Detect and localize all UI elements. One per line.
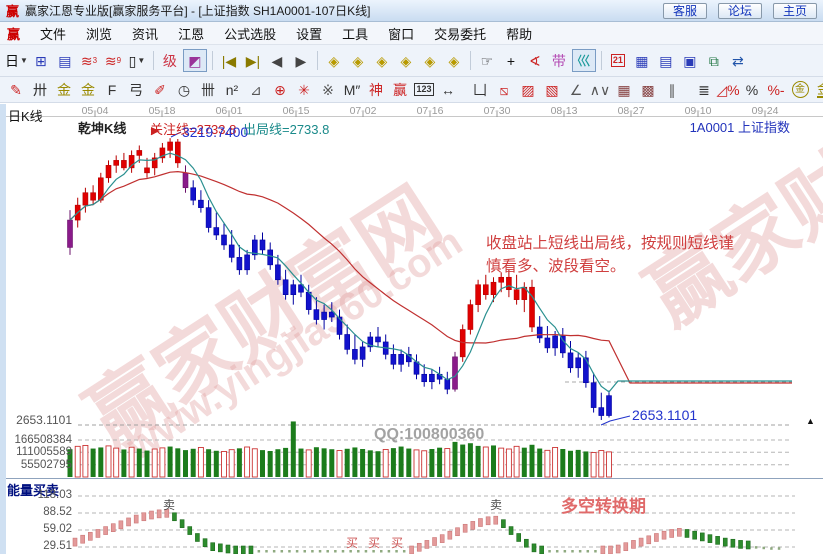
notepad-icon[interactable]: ▤ (659, 52, 673, 69)
menu-logo-icon: 赢 (7, 26, 21, 42)
n-square-icon[interactable]: n² (225, 81, 239, 98)
expand-y-icon[interactable]: ◈ (424, 52, 436, 69)
gold-line-icon[interactable]: 金 (813, 79, 823, 100)
m-top-icon[interactable]: M″ (343, 81, 361, 98)
menu-item-浏览[interactable]: 浏览 (86, 26, 113, 42)
grid-lines-icon[interactable]: 卅 (33, 81, 47, 98)
app-logo-icon: 赢 (6, 4, 20, 19)
time-grid-icon[interactable]: ▩ (641, 81, 655, 98)
title-bar: 赢 赢家江恩专业版[赢家服务平台] - [上证指数 SH1A0001-107日K… (0, 0, 823, 22)
calendar-icon[interactable]: 21 (610, 54, 625, 67)
data-transfer-icon[interactable]: ⇄ (732, 52, 744, 69)
window-title: 赢家江恩专业版[赢家服务平台] - [上证指数 SH1A0001-107日K线] (25, 4, 371, 18)
menu-item-窗口[interactable]: 窗口 (388, 26, 415, 42)
prev-bar-icon[interactable]: ◀ (271, 52, 283, 69)
gold-section-2-icon[interactable]: 金 (81, 81, 95, 98)
shrink-x-icon[interactable]: ◈ (400, 52, 412, 69)
wave-3-icon[interactable]: ≋ 3 (80, 52, 98, 69)
gann-fan-icon[interactable]: ⧅ (499, 81, 509, 98)
gann-grade-icon[interactable]: 级 (162, 52, 177, 69)
zigzag-icon[interactable]: ∧∨ (589, 81, 611, 98)
gann-band-tool-icon[interactable]: 带 (551, 52, 566, 69)
gann-box-icon[interactable]: ▨ (521, 81, 535, 98)
header-button-2[interactable]: 主页 (772, 2, 817, 19)
toolbar-separator (152, 51, 154, 70)
width-measure-icon[interactable]: ↔ (441, 81, 455, 98)
fibonacci-icon[interactable]: F (107, 81, 117, 98)
header-button-0[interactable]: 客服 (662, 2, 707, 19)
trend-angle-icon[interactable]: ∠ (569, 81, 583, 98)
scale-right-icon[interactable]: ◈ (352, 52, 364, 69)
mark-pencil-icon[interactable]: ✐ (154, 81, 166, 98)
price-grid-icon[interactable]: ▦ (617, 81, 631, 98)
expand-x-icon[interactable]: ◈ (376, 52, 388, 69)
ying-tool-icon[interactable]: 赢 (393, 81, 407, 98)
gold-circle-icon[interactable]: 金 (789, 79, 811, 100)
spiral-tool-icon[interactable]: 弓 (129, 81, 143, 98)
menu-item-设置[interactable]: 设置 (296, 26, 323, 42)
chart-region: 赢家财富网 www.yingjia360.com 赢家财富网 QQ:100800… (0, 104, 823, 554)
spider-web-icon[interactable]: ※ (322, 81, 334, 98)
toolbar-separator (316, 51, 318, 70)
hand-tool-icon[interactable]: ☞ (480, 52, 494, 69)
main-chart-icon[interactable]: ◩ (182, 49, 207, 72)
menu-item-帮助[interactable]: 帮助 (506, 26, 533, 42)
menu-item-江恩[interactable]: 江恩 (178, 26, 205, 42)
header-buttons: 客服 论坛 主页 (652, 2, 817, 20)
menu-bar: 赢 文件 浏览 资讯 江恩 公式选股 设置 工具 窗口 交易委托 帮助 (0, 22, 823, 45)
box-measure-icon[interactable]: 凵 (473, 81, 487, 98)
window-tile-icon[interactable]: ⊞ (35, 52, 47, 69)
channel-lines-icon[interactable]: ≣ (698, 81, 710, 98)
toolbar-row-2: ✎ 卅金金 F 弓 ✐ ◷ 卌 n² ⊿ ⊕ ✳ ※ M″ 神赢 123 ↔ 凵 ⧅ ▨ ▧ ∠ ∧∨ ▦ ▩ ∥ ≣ ◿%% %- 金… (0, 77, 823, 103)
percent-retrace-icon[interactable]: ◿% (716, 81, 740, 98)
wave-9-icon[interactable]: ≋ 9 (104, 52, 122, 69)
percent-line-icon[interactable]: %- (767, 81, 785, 98)
candle-style-selector[interactable]: ▯ ▼ (128, 52, 146, 69)
gold-section-icon[interactable]: 金 (57, 81, 71, 98)
menu-item-工具[interactable]: 工具 (342, 26, 369, 42)
calculator-icon[interactable]: ▦ (635, 52, 649, 69)
radial-star-icon[interactable]: ✳ (298, 81, 310, 98)
kline-chart-canvas[interactable] (0, 104, 823, 554)
time-cycle-icon[interactable]: ◷ (177, 81, 191, 98)
header-button-1[interactable]: 论坛 (717, 2, 762, 19)
percent-icon[interactable]: % (745, 81, 759, 98)
circle-cross-icon[interactable]: ⊕ (274, 81, 286, 98)
menu-item-交易委托[interactable]: 交易委托 (434, 26, 487, 42)
angle-tool-icon[interactable]: ∢ (529, 52, 541, 69)
angle-fan-icon[interactable]: ⊿ (250, 81, 262, 98)
scale-left-icon[interactable]: ◈ (328, 52, 340, 69)
quote-list-icon[interactable]: ▤ (58, 52, 72, 69)
period-selector[interactable]: 日 ▼ (5, 52, 28, 69)
save-icon[interactable]: ▣ (683, 52, 697, 69)
next-bar-icon[interactable]: ▶ (295, 52, 307, 69)
pencil-tool-icon[interactable]: ✎ (10, 81, 22, 98)
menu-item-资讯[interactable]: 资讯 (132, 26, 159, 42)
network-share-icon[interactable]: ⧉ (708, 52, 719, 69)
count-lines-icon[interactable]: 卌 (201, 81, 215, 98)
toolbar-row-1: 日 ▼ ⊞ ▤ ≋ 3 ≋ 9 ▯ ▼ 级 ◩ |◀ ▶| ◀ ▶ ◈ ◈ ◈ ◈ ◈ ◈ ☞ + ∢ 带巛 21 ▦ ▤ ▣ ⧉ ⇄ (0, 45, 823, 77)
toolbar-separator (600, 51, 602, 70)
toolbar-separator (469, 51, 471, 70)
smart-analysis-icon[interactable]: 巛 (571, 49, 596, 72)
gann-grid-icon[interactable]: ▧ (545, 81, 559, 98)
toolbar-separator (211, 51, 213, 70)
left-frame-strip (0, 104, 6, 554)
first-page-icon[interactable]: |◀ (221, 52, 237, 69)
shrink-y-icon[interactable]: ◈ (448, 52, 460, 69)
grid-123-icon[interactable]: 123 (414, 83, 434, 96)
menu-item-公式选股[interactable]: 公式选股 (224, 26, 277, 42)
menu-item-文件[interactable]: 文件 (40, 26, 67, 42)
shen-tool-icon[interactable]: 神 (369, 81, 383, 98)
crosshair-tool-icon[interactable]: + (506, 52, 516, 69)
parallel-lines-icon[interactable]: ∥ (668, 81, 676, 98)
last-page-icon[interactable]: ▶| (245, 52, 261, 69)
menu-items: 文件 浏览 资讯 江恩 公式选股 设置 工具 窗口 交易委托 帮助 (30, 22, 542, 45)
